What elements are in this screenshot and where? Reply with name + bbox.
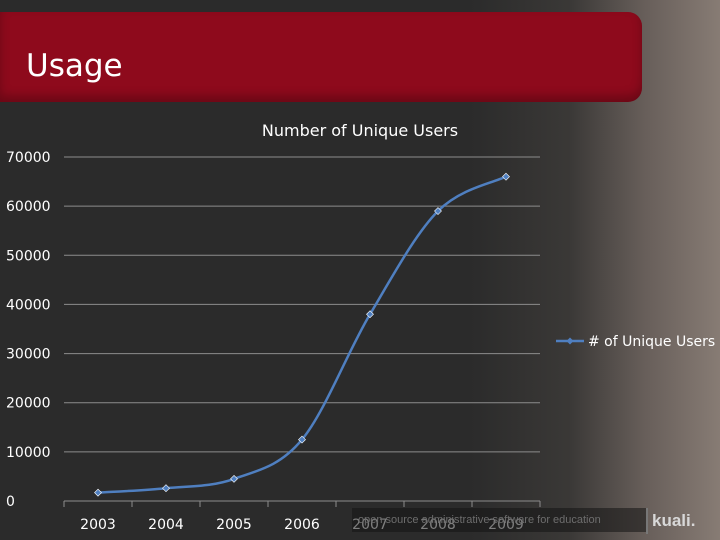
data-point bbox=[94, 488, 102, 497]
data-point bbox=[162, 484, 170, 493]
data-point bbox=[366, 310, 374, 319]
x-tick-label: 2005 bbox=[216, 517, 252, 533]
y-tick-label: 50000 bbox=[6, 248, 51, 264]
footer-tagline: open source administrative software for … bbox=[352, 508, 648, 532]
y-tick-label: 60000 bbox=[6, 199, 51, 215]
series-line bbox=[97, 175, 507, 494]
data-point bbox=[230, 474, 238, 483]
kuali-logo: kuali. bbox=[646, 508, 718, 534]
slide-title: Usage bbox=[26, 48, 123, 84]
legend-marker bbox=[566, 337, 574, 345]
y-tick-label: 20000 bbox=[6, 396, 51, 412]
y-tick-label: 40000 bbox=[6, 297, 51, 313]
x-tick-label: 2003 bbox=[80, 517, 116, 533]
x-tick-label: 2006 bbox=[284, 517, 320, 533]
x-tick-label: 2004 bbox=[148, 517, 184, 533]
legend-label: # of Unique Users bbox=[588, 334, 715, 350]
y-tick-label: 70000 bbox=[6, 150, 51, 166]
data-point bbox=[434, 207, 442, 215]
y-tick-label: 30000 bbox=[6, 347, 51, 363]
data-point bbox=[298, 435, 306, 444]
chart-title: Number of Unique Users bbox=[262, 121, 458, 140]
title-banner: Usage bbox=[0, 12, 642, 102]
y-tick-label: 0 bbox=[6, 494, 15, 510]
data-point bbox=[502, 172, 510, 181]
y-tick-label: 10000 bbox=[6, 445, 51, 461]
